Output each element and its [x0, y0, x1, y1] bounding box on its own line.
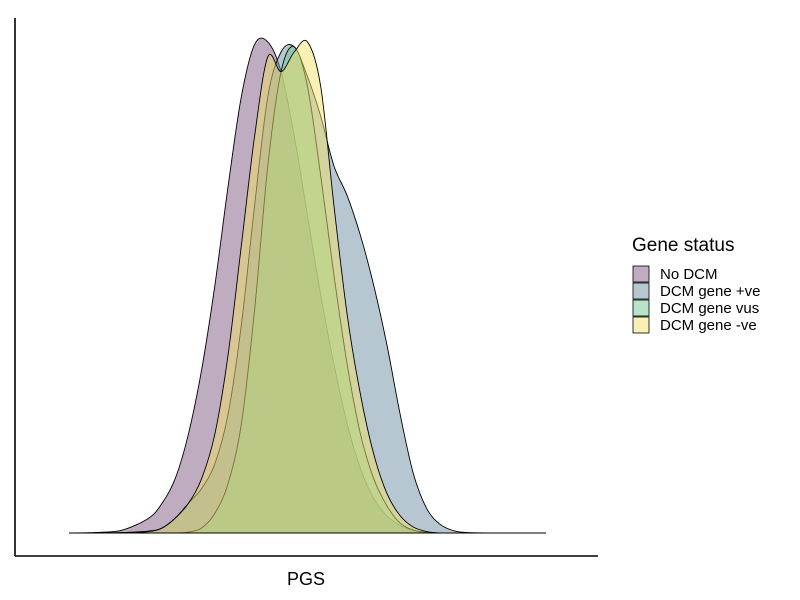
- legend-swatch-dcm-gene-ve: [632, 282, 650, 300]
- legend-swatch-dcm-gene-vus: [632, 299, 650, 317]
- legend-label-dcm-gene-ve: DCM gene -ve: [660, 317, 757, 334]
- x-axis-title: PGS: [287, 569, 325, 589]
- legend-item-dcm-gene-vus: DCM gene vus: [632, 299, 759, 317]
- legend-item-dcm-gene-ve: DCM gene -ve: [632, 316, 757, 334]
- legend-title: Gene status: [632, 235, 734, 256]
- legend-label-dcm-gene-ve: DCM gene +ve: [660, 283, 760, 300]
- legend-label-no-dcm: No DCM: [660, 266, 718, 283]
- legend-label-dcm-gene-vus: DCM gene vus: [660, 300, 759, 317]
- density-areas: [69, 37, 546, 534]
- legend-item-no-dcm: No DCM: [632, 265, 718, 283]
- legend-swatch-no-dcm: [632, 265, 650, 283]
- density-area-dcm-gene-ve: [69, 39, 546, 534]
- legend-item-dcm-gene-ve: DCM gene +ve: [632, 282, 760, 300]
- legend-swatch-dcm-gene-ve: [632, 316, 650, 334]
